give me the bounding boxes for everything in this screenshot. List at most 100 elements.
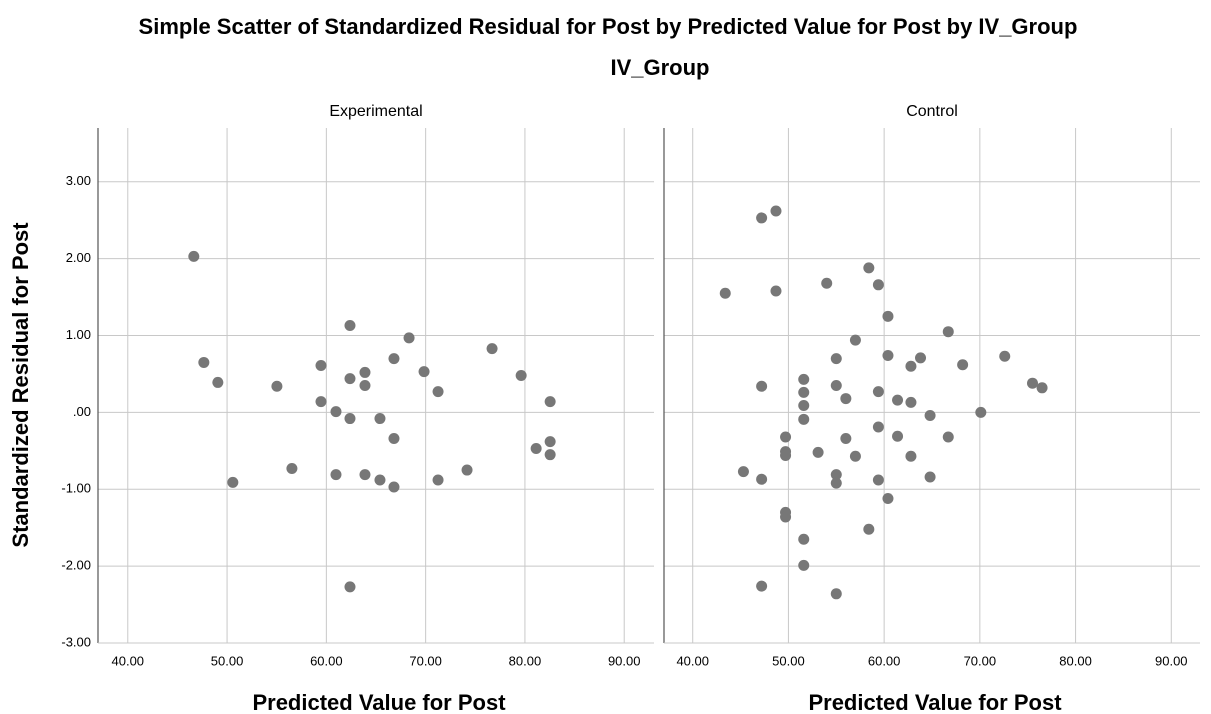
point <box>756 380 768 392</box>
point <box>957 359 969 371</box>
point <box>330 469 342 481</box>
point <box>872 474 884 486</box>
point <box>882 310 894 322</box>
point <box>330 406 342 418</box>
point <box>798 533 810 545</box>
point <box>544 396 556 408</box>
point <box>344 413 356 425</box>
y-tick-label: 1.00 <box>66 327 91 342</box>
point <box>770 205 782 217</box>
point <box>756 473 768 485</box>
x-tick-label: 80.00 <box>1059 653 1092 668</box>
point <box>770 285 782 297</box>
point <box>798 399 810 411</box>
point <box>830 353 842 365</box>
point <box>344 581 356 593</box>
point <box>830 380 842 391</box>
point <box>418 366 430 378</box>
y-tick-label: -1.00 <box>61 481 91 496</box>
point <box>999 350 1011 362</box>
point <box>403 332 415 344</box>
point <box>942 326 954 338</box>
point <box>830 477 842 489</box>
x-tick-label: 70.00 <box>409 653 442 668</box>
point <box>1036 382 1048 394</box>
x-axis-label: Predicted Value for Post <box>808 690 1062 714</box>
point <box>344 320 356 332</box>
x-tick-label: 50.00 <box>772 653 805 668</box>
point <box>271 380 283 392</box>
point <box>798 373 810 385</box>
point <box>872 386 884 398</box>
x-tick-label: 40.00 <box>112 653 145 668</box>
point <box>830 469 842 481</box>
point <box>840 433 852 445</box>
point <box>892 394 904 406</box>
y-tick-label: -2.00 <box>61 558 91 573</box>
point <box>432 386 444 398</box>
point <box>882 492 894 504</box>
point <box>975 406 987 418</box>
point <box>286 463 298 475</box>
point <box>756 580 768 592</box>
y-tick-label: 3.00 <box>66 173 91 188</box>
point <box>905 360 917 372</box>
point <box>840 393 852 405</box>
point <box>388 481 400 493</box>
point <box>359 469 371 481</box>
x-tick-label: 70.00 <box>964 653 997 668</box>
point <box>830 588 842 600</box>
point <box>863 523 875 535</box>
point <box>872 279 884 291</box>
point <box>737 466 749 478</box>
point <box>905 396 917 408</box>
point <box>388 353 400 365</box>
point <box>461 464 473 476</box>
point <box>315 360 327 372</box>
x-tick-label: 60.00 <box>310 653 343 668</box>
point <box>1027 377 1038 389</box>
point <box>388 433 400 445</box>
point <box>315 396 327 408</box>
point <box>198 356 210 368</box>
point <box>882 350 894 362</box>
point <box>359 380 371 391</box>
x-axis-label: Predicted Value for Post <box>252 690 506 714</box>
point <box>719 287 731 299</box>
panel-title: Experimental <box>329 103 422 120</box>
point <box>432 474 444 486</box>
panel-group-title: IV_Group <box>610 55 709 80</box>
x-tick-label: 80.00 <box>509 653 542 668</box>
point <box>530 443 542 455</box>
x-tick-label: 90.00 <box>1155 653 1188 668</box>
point <box>544 436 556 448</box>
point <box>374 413 386 425</box>
point <box>374 474 386 486</box>
chart-title: Simple Scatter of Standardized Residual … <box>139 14 1078 39</box>
point <box>486 343 498 355</box>
point <box>812 446 824 458</box>
point <box>756 212 768 224</box>
panel-title: Control <box>906 103 958 120</box>
point <box>780 511 792 523</box>
x-tick-label: 90.00 <box>608 653 641 668</box>
point <box>344 373 356 385</box>
point <box>924 409 936 421</box>
point <box>227 476 239 488</box>
y-tick-label: 2.00 <box>66 250 91 265</box>
x-tick-label: 50.00 <box>211 653 244 668</box>
point <box>924 471 936 483</box>
point <box>905 450 917 462</box>
point <box>544 449 556 461</box>
y-axis-label: Standardized Residual for Post <box>8 222 33 548</box>
point <box>359 366 371 378</box>
point <box>915 352 927 364</box>
point <box>942 431 954 443</box>
point <box>798 386 810 398</box>
point <box>821 277 833 289</box>
point <box>780 431 792 443</box>
point <box>849 334 861 346</box>
point <box>188 250 200 262</box>
